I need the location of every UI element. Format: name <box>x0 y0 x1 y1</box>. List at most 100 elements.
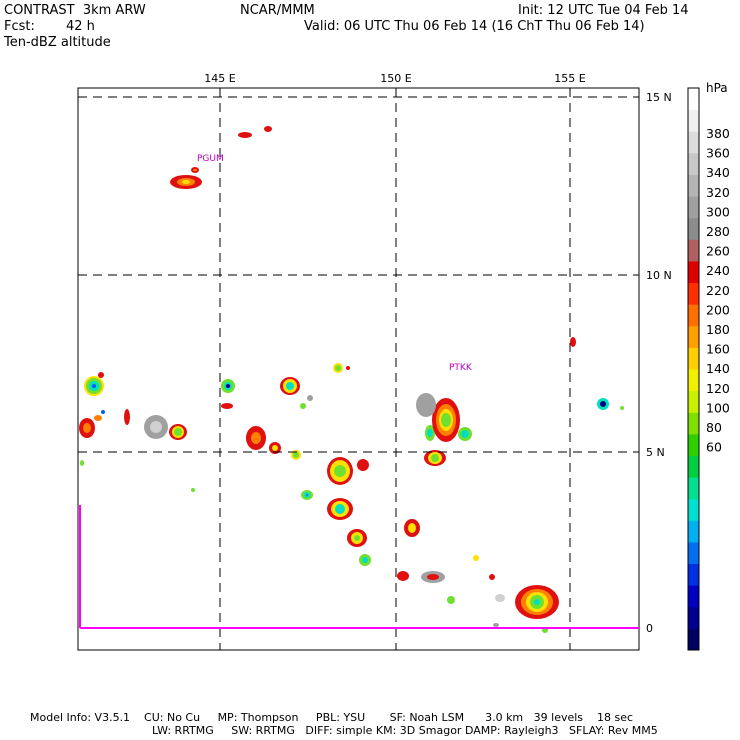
colorbar-segment <box>688 628 699 651</box>
colorbar-segment <box>688 88 699 111</box>
colorbar-label: 360 <box>706 146 730 161</box>
echo-cell <box>191 488 195 492</box>
colorbar-labels: 380 360 340 320 300 280 260 240 220 200 180 160 140 1… <box>706 126 730 455</box>
lat-label-10n: 10 N <box>646 269 672 282</box>
colorbar-segment <box>688 217 699 240</box>
echo-cell <box>182 180 190 184</box>
colorbar-segment <box>688 304 699 327</box>
field-name: Ten-dBZ altitude <box>4 35 111 50</box>
echo-cell <box>83 423 91 433</box>
echo-cell <box>600 401 606 407</box>
echo-cell <box>94 415 102 421</box>
colorbar-label: 160 <box>706 342 730 357</box>
colorbar-segment <box>688 260 699 284</box>
echo-cell <box>335 504 345 514</box>
echo-cell <box>238 132 252 138</box>
colorbar-segment <box>688 455 699 478</box>
echo-cell <box>416 393 436 417</box>
echo-cell <box>307 395 313 401</box>
echo-cell <box>264 126 272 132</box>
colorbar-label: 140 <box>706 361 730 376</box>
colorbar-segment <box>688 585 699 608</box>
colorbar-label: 240 <box>706 263 730 278</box>
map-frame <box>77 87 640 651</box>
lat-label-5n: 5 N <box>646 446 665 459</box>
colorbar-label: 300 <box>706 204 730 219</box>
model-info-line2: LW: RRTMG SW: RRTMG DIFF: simple KM: 3D … <box>152 724 658 737</box>
colorbar-label: 180 <box>706 322 730 337</box>
reflectivity-echoes <box>79 126 624 633</box>
colorbar-segment <box>688 390 699 413</box>
model-title: CONTRAST 3km ARW <box>4 3 146 18</box>
lon-label-150: 150 E <box>380 72 411 85</box>
colorbar-unit: hPa <box>706 81 728 95</box>
echo-cell <box>431 454 439 462</box>
colorbar-label: 320 <box>706 185 730 200</box>
echo-cell <box>124 409 130 425</box>
echo-cell <box>357 459 369 471</box>
init-time: Init: 12 UTC Tue 04 Feb 14 <box>518 3 689 18</box>
colorbar-label: 120 <box>706 381 730 396</box>
echo-cell <box>354 535 360 541</box>
colorbar-segment <box>688 606 699 629</box>
org-label: NCAR/MMM <box>240 3 315 18</box>
echo-cell <box>193 169 197 171</box>
echo-cell <box>427 574 439 580</box>
echo-cell <box>408 523 416 533</box>
colorbar-segment <box>688 131 699 154</box>
forecast-hour: 42 h <box>66 19 95 34</box>
colorbar-label: 100 <box>706 400 730 415</box>
colorbar-label: 260 <box>706 244 730 259</box>
echo-cell <box>570 337 576 347</box>
colorbar-segment <box>688 433 699 456</box>
colorbar-segment <box>688 325 699 348</box>
domain-boundary <box>79 505 639 629</box>
station-ptkk: PTKK <box>449 363 473 373</box>
echo-cell <box>92 384 96 388</box>
lat-lon-grid <box>78 88 639 650</box>
colorbar-label: 80 <box>706 420 722 435</box>
lon-label-155: 155 E <box>554 72 585 85</box>
colorbar-segment <box>688 347 699 370</box>
colorbar-label: 340 <box>706 165 730 180</box>
echo-cell <box>98 372 104 378</box>
lon-label-145: 145 E <box>204 72 235 85</box>
model-info-line1: Model Info: V3.5.1 CU: No Cu MP: Thompso… <box>30 711 634 724</box>
colorbar-label: 380 <box>706 126 730 141</box>
colorbar-segment <box>688 563 699 586</box>
colorbar <box>687 87 700 651</box>
lat-label-15n: 15 N <box>646 91 672 104</box>
echo-cell <box>286 382 294 390</box>
echo-cell <box>620 406 624 410</box>
echo-cell <box>221 403 233 409</box>
colorbar-segment <box>688 412 699 435</box>
colorbar-segment <box>688 109 699 132</box>
echo-cell <box>346 366 350 370</box>
echo-cell <box>461 430 469 438</box>
echo-cell <box>101 410 105 414</box>
echo-cell <box>335 365 341 371</box>
colorbar-segment <box>688 520 699 543</box>
echo-cell <box>427 429 433 437</box>
station-pgum: PGUM <box>197 154 224 164</box>
colorbar-segment <box>688 282 699 305</box>
colorbar-label: 280 <box>706 224 730 239</box>
echo-cell <box>489 574 495 580</box>
echo-cell <box>300 403 306 409</box>
colorbar-segment <box>688 541 699 565</box>
colorbar-label: 220 <box>706 283 730 298</box>
colorbar-segment <box>688 152 699 175</box>
echo-cell <box>534 599 540 605</box>
echo-cell <box>226 384 230 388</box>
lat-label-0: 0 <box>646 622 653 635</box>
echo-cell <box>441 413 451 427</box>
colorbar-label: 200 <box>706 302 730 317</box>
echo-cell <box>293 452 299 458</box>
echo-cell <box>174 428 182 436</box>
echo-cell <box>251 432 261 444</box>
echo-cell <box>306 494 308 496</box>
colorbar-label: 60 <box>706 440 722 455</box>
echo-cell <box>447 596 455 604</box>
echo-cell <box>362 557 368 563</box>
